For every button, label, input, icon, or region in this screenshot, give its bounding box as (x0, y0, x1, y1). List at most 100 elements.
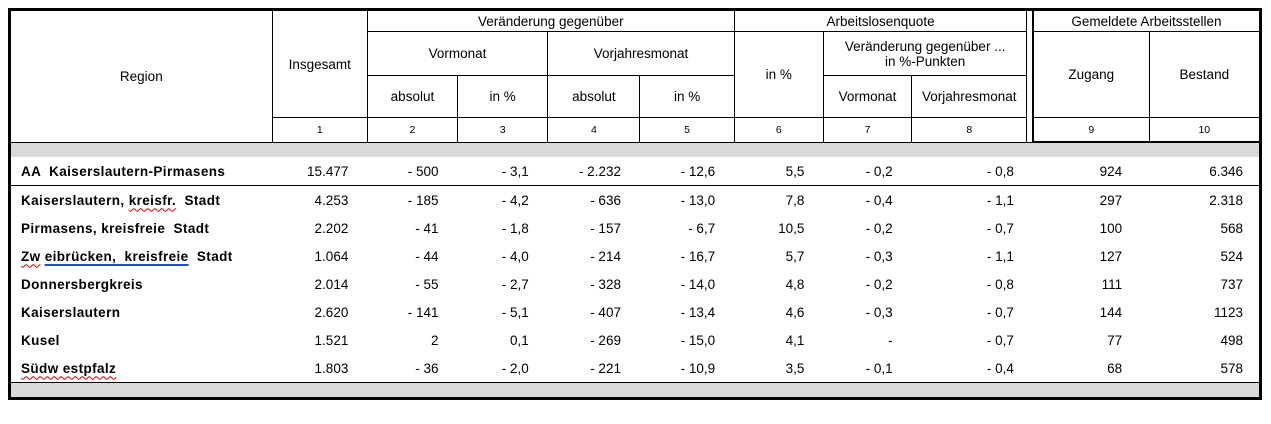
region-cell: Donnersbergkreis (10, 270, 273, 298)
col-header-arbeitslosenquote: Arbeitslosenquote (733, 9, 1028, 32)
table-row: Zw eibrücken, kreisfreie Stadt 1.064 - 44 -… (10, 242, 1261, 270)
value-cell-col-1: 1.064 (314, 248, 349, 264)
value-cell-col-3: - 4,2 (501, 192, 529, 208)
header-row-1: Region Insgesamt Veränderung gegenüber A… (9, 9, 1261, 143)
col-header-vj-absolut: absolut (547, 75, 641, 118)
value-cell-col-5: - 14,0 (680, 276, 716, 292)
value-cell-col-2: - 185 (407, 192, 439, 208)
value-cell-col-8: - 1,1 (986, 192, 1014, 208)
value-cell-col-9: 100 (1099, 220, 1123, 236)
value-cell-col-6: 4,1 (785, 332, 805, 348)
value-cell-col-10: 498 (1220, 332, 1243, 348)
value-cell-col-6: 5,5 (734, 157, 824, 186)
region-text: Stadt (176, 192, 221, 208)
col-header-region: Region (9, 9, 273, 143)
gray-separator-band-bottom (9, 382, 1261, 399)
column-number: 8 (911, 117, 1028, 143)
column-number: 7 (822, 117, 913, 143)
table-row: Südw estpfalz 1.803 - 36 - 2,0 - 221 - 10,9 3,… (10, 354, 1261, 383)
value-cell-col-9: 127 (1099, 248, 1123, 264)
blue-underlined-text: eibrücken, kreisfreie (44, 248, 189, 264)
table-row: Kaiserslautern, kreisfr. Stadt 4.253 - 185… (10, 186, 1261, 215)
value-cell-col-4: - 269 (590, 332, 621, 348)
value-cell-col-4: - 157 (590, 220, 621, 236)
value-cell-col-8: - 0,4 (986, 360, 1014, 376)
value-cell-col-2: - 55 (415, 276, 439, 292)
region-text: Kaiserslautern, (21, 192, 129, 208)
value-cell-col-1: 2.620 (314, 304, 349, 320)
value-cell-col-6: 5,7 (785, 248, 805, 264)
value-cell-col-9: 297 (1099, 192, 1123, 208)
col-header-vormonat: Vormonat (366, 31, 549, 76)
value-cell-col-4: - 221 (590, 360, 621, 376)
value-cell-col-5: - 13,4 (680, 304, 716, 320)
value-cell-col-5: - 16,7 (680, 248, 716, 264)
col-header-vj-in-prozent: in % (639, 75, 735, 118)
value-cell-col-1: 1.521 (314, 332, 349, 348)
value-cell-col-1: 4.253 (314, 192, 349, 208)
statistics-table-container: Region Insgesamt Veränderung gegenüber A… (8, 8, 1262, 400)
region-cell: Kaiserslautern, kreisfr. Stadt (10, 186, 273, 215)
column-number: 10 (1148, 117, 1262, 143)
value-cell-col-7: - 0,2 (823, 157, 912, 186)
spellcheck-squiggle-text: Südw estpfalz (21, 360, 117, 376)
alq-veraenderung-line1: Veränderung gegenüber ... (844, 38, 1006, 54)
value-cell-col-10: 2.318 (1209, 192, 1243, 208)
value-cell-col-2: 2 (431, 332, 439, 348)
value-cell-col-8: - 0,7 (986, 332, 1014, 348)
value-cell-col-4: - 2.232 (547, 157, 640, 186)
value-cell-col-1: 2.014 (314, 276, 349, 292)
value-cell-col-10: 568 (1220, 220, 1243, 236)
value-cell-col-10: 524 (1220, 248, 1243, 264)
region-text: AA Kaiserslautern-Pirmasens (21, 163, 226, 179)
value-cell-col-2: - 41 (415, 220, 439, 236)
value-cell-col-10: 578 (1220, 360, 1243, 376)
statistics-table: Region Insgesamt Veränderung gegenüber A… (8, 8, 1262, 400)
table-row: Kusel 1.521 2 0,1 - 269 - 15,0 4,1 - - 0,7 77 498 (10, 326, 1261, 354)
col-header-gemeldete-arbeitsstellen: Gemeldete Arbeitsstellen (1031, 9, 1261, 32)
col-header-alq-in-prozent: in % (733, 31, 824, 118)
value-cell-col-7: - 0,4 (865, 192, 893, 208)
value-cell-col-7: - (888, 332, 893, 348)
column-number: 6 (733, 117, 824, 143)
value-cell-col-2: - 44 (415, 248, 439, 264)
value-cell-col-9: 111 (1101, 276, 1123, 292)
value-cell-col-8: - 0,7 (986, 304, 1014, 320)
region-text: Donnersbergkreis (21, 276, 143, 292)
region-cell: AA Kaiserslautern-Pirmasens (9, 157, 273, 186)
value-cell-col-5: - 10,9 (680, 360, 716, 376)
col-header-veraenderung-gegenueber: Veränderung gegenüber (366, 9, 735, 32)
value-cell-col-4: - 328 (590, 276, 621, 292)
value-cell-col-4: - 214 (590, 248, 621, 264)
table-row: AA Kaiserslautern-Pirmasens 15.477- 500- … (9, 157, 1261, 186)
table-row: Donnersbergkreis 2.014 - 55 - 2,7 - 328 - 14,… (10, 270, 1261, 298)
alq-veraenderung-line2: in %-Punkten (884, 53, 966, 69)
value-cell-col-3: - 2,0 (501, 360, 529, 376)
value-cell-col-9: 144 (1099, 304, 1123, 320)
column-number: 5 (639, 117, 735, 143)
value-cell-col-5: - 13,0 (680, 192, 716, 208)
region-cell: Kaiserslautern (10, 298, 273, 326)
table-row: Kaiserslautern 2.620 - 141 - 5,1 - 407 - 13,4… (10, 298, 1261, 326)
value-cell-col-2: - 141 (407, 304, 439, 320)
region-cell: Pirmasens, kreisfreie Stadt (10, 214, 273, 242)
value-cell-col-2: - 500 (367, 157, 458, 186)
column-number: 4 (547, 117, 641, 143)
value-cell-col-6: 4,8 (785, 276, 805, 292)
column-number: 9 (1031, 117, 1150, 143)
value-cell-col-6: 10,5 (778, 220, 805, 236)
value-cell-col-9: 924 (1032, 157, 1150, 186)
value-cell-col-7: - 0,3 (865, 248, 893, 264)
value-cell-col-2: - 36 (415, 360, 439, 376)
value-cell-col-7: - 0,3 (865, 304, 893, 320)
col-header-alq-veraenderung: Veränderung gegenüber ... in %-Punkten (822, 31, 1028, 76)
col-header-vm-in-prozent: in % (457, 75, 549, 118)
table-body: AA Kaiserslautern-Pirmasens 15.477- 500- … (9, 157, 1261, 383)
value-cell-col-1: 2.202 (314, 220, 349, 236)
value-cell-col-8: - 1,1 (986, 248, 1014, 264)
region-text: Stadt (188, 248, 233, 264)
value-cell-col-10: 1123 (1213, 304, 1243, 320)
spellcheck-squiggle-text: kreisfr. (128, 192, 177, 208)
value-cell-col-6: 4,6 (785, 304, 805, 320)
value-cell-col-9: 68 (1107, 360, 1123, 376)
